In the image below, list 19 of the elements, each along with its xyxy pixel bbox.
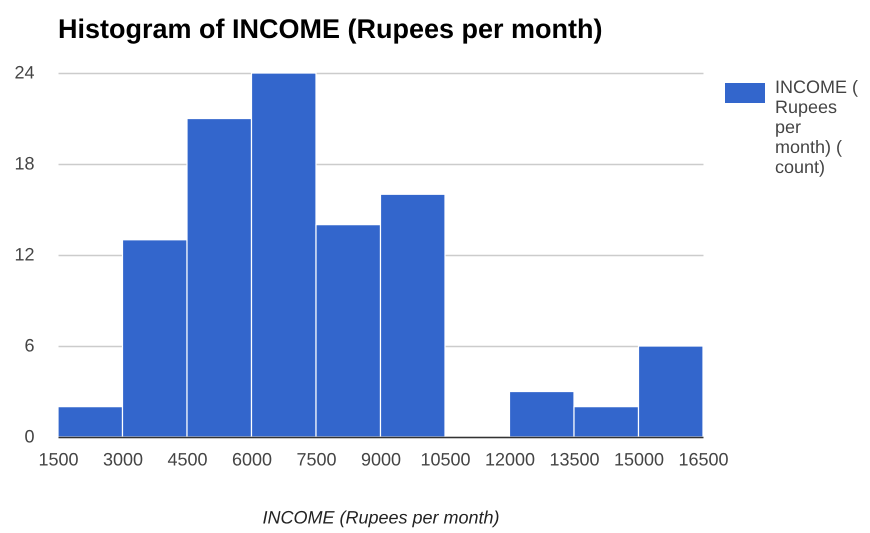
x-axis-title: INCOME (Rupees per month) — [262, 508, 500, 528]
x-tick-label: 13500 — [549, 450, 600, 470]
x-tick-label: 1500 — [38, 450, 79, 470]
x-tick-label: 6000 — [232, 450, 272, 470]
chart-title: Histogram of INCOME (Rupees per month) — [58, 14, 603, 44]
x-tick-label: 12000 — [484, 450, 536, 470]
y-tick-label: 0 — [24, 426, 34, 446]
y-tick-label: 6 — [24, 336, 34, 356]
x-tick-label: 3000 — [102, 450, 144, 470]
x-tick-label: 16500 — [678, 450, 729, 470]
x-tick-label: 7500 — [296, 450, 337, 470]
x-tick-label: 4500 — [167, 450, 208, 470]
x-tick-label: 10500 — [420, 450, 471, 470]
y-tick-label: 24 — [14, 62, 34, 82]
y-tick-label: 12 — [14, 244, 34, 264]
legend-label: INCOME (Rupees per month) (count) — [775, 77, 858, 177]
x-tick-label: 9000 — [360, 450, 402, 470]
x-tick-label: 15000 — [614, 450, 664, 470]
y-tick-label: 18 — [14, 154, 34, 174]
